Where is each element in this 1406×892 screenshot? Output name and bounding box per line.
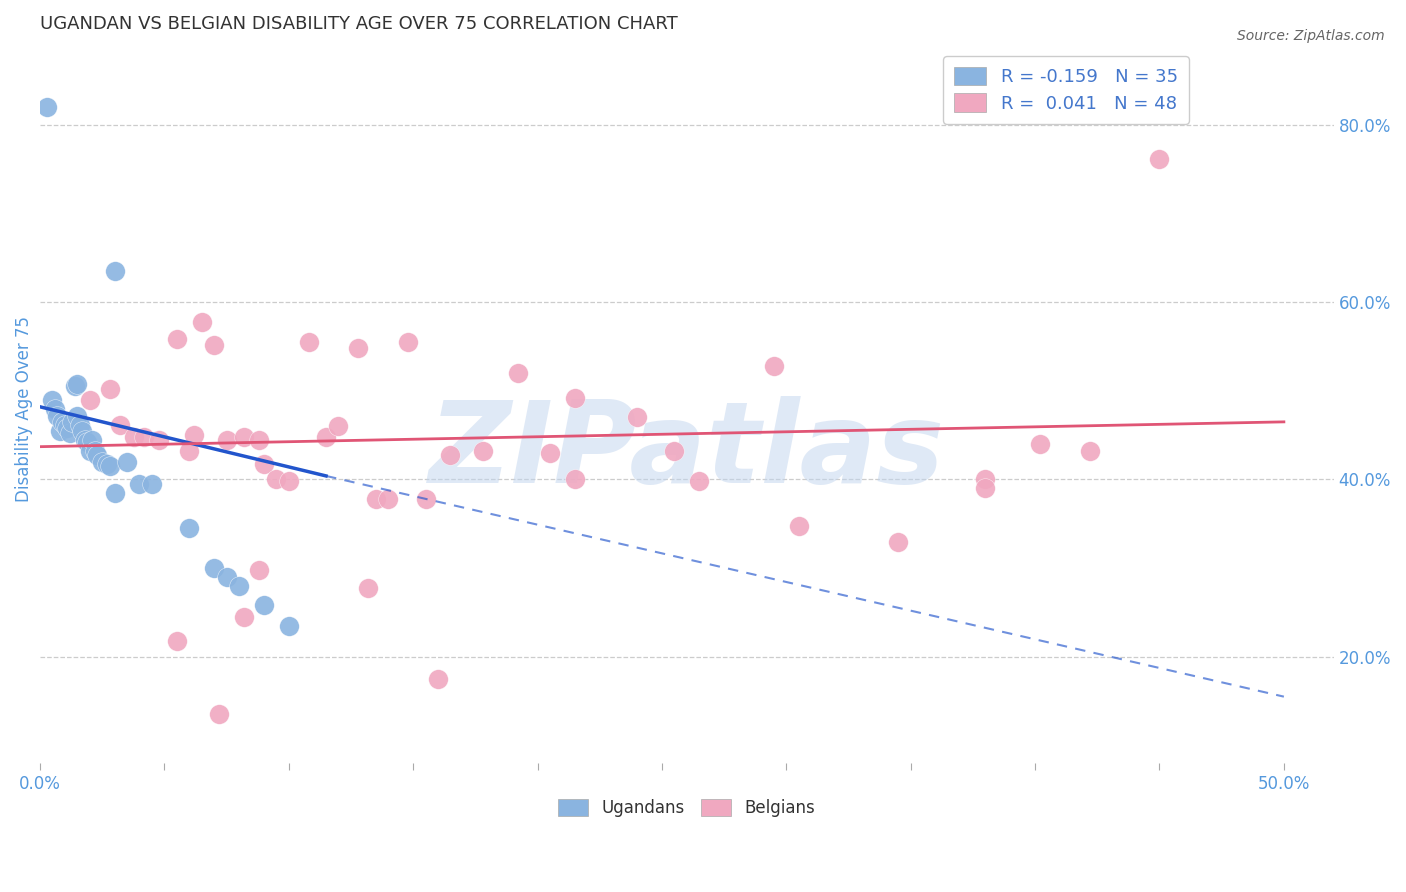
Point (233, 610, 256, 624)
Point (564, 473, 586, 487)
Point (166, 333, 188, 347)
Point (233, 430, 256, 444)
Point (60, 415, 83, 429)
Point (787, 518, 810, 533)
Point (66, 376, 89, 391)
Point (439, 448, 461, 462)
Point (253, 457, 276, 471)
Point (124, 430, 146, 444)
Point (1078, 444, 1101, 458)
Point (887, 534, 910, 549)
Point (63, 379, 86, 393)
Point (415, 491, 437, 506)
Point (179, 444, 201, 458)
Point (1029, 437, 1052, 451)
Point (183, 428, 205, 442)
Point (208, 707, 231, 722)
Point (377, 491, 399, 506)
Point (79, 392, 101, 407)
Point (98, 382, 121, 396)
Point (328, 419, 350, 434)
Point (688, 475, 710, 489)
Point (298, 335, 321, 350)
Point (357, 581, 380, 595)
Point (190, 315, 212, 329)
Point (202, 561, 225, 575)
Point (247, 433, 270, 447)
Point (59, 426, 82, 441)
Point (86, 448, 108, 462)
Point (69, 417, 91, 432)
Text: UGANDAN VS BELGIAN DISABILITY AGE OVER 75 CORRELATION CHART: UGANDAN VS BELGIAN DISABILITY AGE OVER 7… (39, 15, 678, 33)
Point (51, 415, 73, 429)
Point (974, 481, 997, 495)
Point (128, 476, 150, 491)
Point (56, 421, 79, 435)
Point (538, 446, 561, 460)
Point (471, 444, 494, 458)
Point (91, 455, 114, 469)
Point (134, 430, 156, 444)
Point (364, 491, 387, 506)
Point (396, 335, 419, 350)
Point (79, 444, 101, 458)
Y-axis label: Disability Age Over 75: Disability Age Over 75 (15, 316, 32, 501)
Point (762, 359, 785, 373)
Text: ZIPatlas: ZIPatlas (429, 396, 945, 507)
Point (202, 337, 225, 351)
Point (141, 476, 163, 491)
Point (49, 424, 72, 438)
Point (347, 341, 370, 355)
Point (215, 433, 238, 447)
Point (53, 417, 76, 432)
Point (44, 401, 66, 416)
Point (564, 391, 586, 405)
Point (41, 392, 63, 407)
Point (148, 433, 170, 447)
Point (96, 457, 118, 471)
Point (46, 409, 69, 423)
Point (82, 433, 104, 447)
Point (215, 570, 238, 584)
Point (506, 366, 529, 380)
Point (166, 633, 188, 648)
Point (315, 430, 337, 444)
Point (266, 473, 288, 487)
Point (626, 410, 648, 425)
Point (37, 100, 59, 114)
Point (228, 579, 250, 593)
Point (115, 455, 138, 469)
Point (103, 264, 125, 278)
Point (108, 417, 131, 432)
Text: Source: ZipAtlas.com: Source: ZipAtlas.com (1237, 29, 1385, 43)
Point (277, 475, 299, 489)
Point (277, 618, 299, 632)
Point (247, 563, 270, 577)
Point (66, 409, 89, 423)
Point (76, 435, 98, 450)
Point (103, 485, 125, 500)
Point (73, 433, 96, 447)
Point (83, 444, 105, 458)
Point (1149, 152, 1171, 166)
Point (427, 672, 450, 686)
Point (664, 444, 686, 458)
Legend: Ugandans, Belgians: Ugandans, Belgians (550, 791, 824, 826)
Point (70, 424, 93, 438)
Point (179, 521, 201, 535)
Point (974, 473, 997, 487)
Point (98, 459, 121, 474)
Point (253, 599, 276, 613)
